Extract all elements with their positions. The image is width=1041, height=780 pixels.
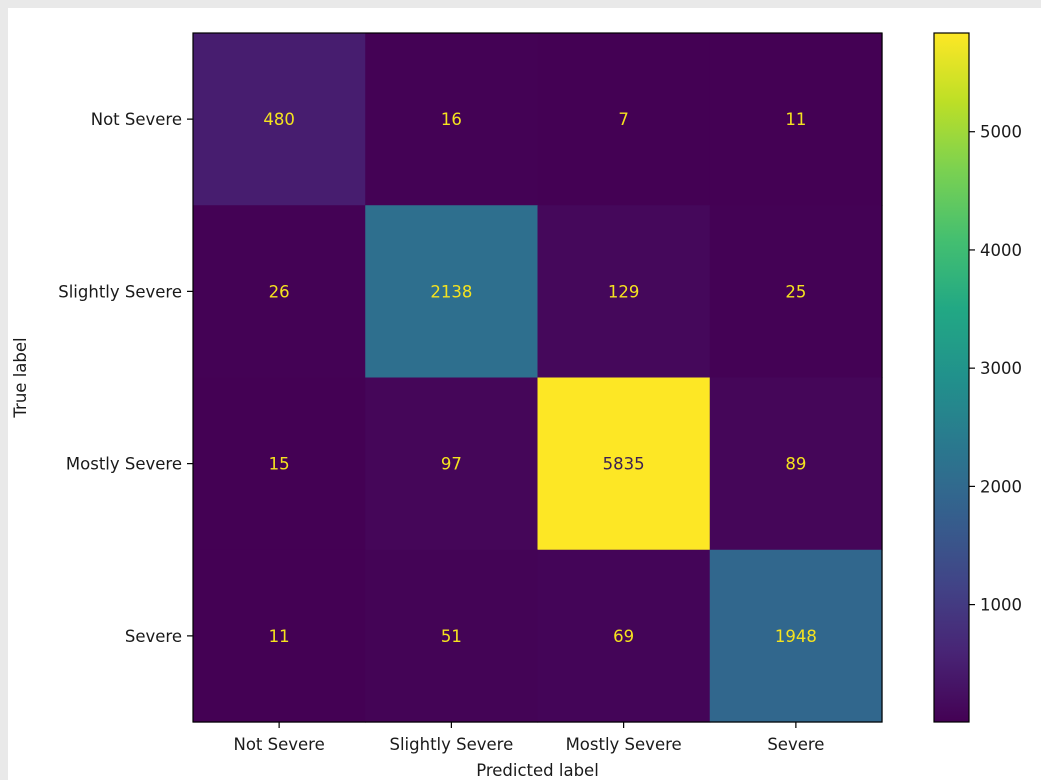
y-tick-label-1: Slightly Severe bbox=[58, 282, 182, 301]
heatmap-cell-0-0 bbox=[193, 33, 366, 206]
heatmap-cell-3-0 bbox=[193, 549, 366, 723]
colorbar-tick-label-0: 1000 bbox=[980, 596, 1022, 615]
heatmap-cell-1-1 bbox=[365, 205, 539, 379]
cell-value-1-0: 26 bbox=[269, 282, 290, 301]
heatmap-cell-2-0 bbox=[193, 377, 366, 551]
colorbar bbox=[933, 32, 970, 723]
heatmap-cell-1-3 bbox=[709, 205, 883, 379]
heatmap-cell-2-3 bbox=[709, 377, 883, 551]
heatmap-cell-3-3 bbox=[709, 549, 883, 723]
cell-value-3-1: 51 bbox=[441, 627, 462, 646]
heatmap-cell-1-2 bbox=[537, 205, 711, 379]
x-axis-label: Predicted label bbox=[476, 761, 599, 780]
y-tick-label-2: Mostly Severe bbox=[66, 455, 182, 474]
colorbar-ticks: 1000 2000 3000 4000 5000 bbox=[969, 123, 1022, 615]
heatmap-cell-0-3 bbox=[709, 33, 883, 206]
cell-value-3-3: 1948 bbox=[775, 627, 817, 646]
cell-value-0-0: 480 bbox=[263, 110, 295, 129]
heatmap-cell-3-1 bbox=[365, 549, 539, 723]
cell-value-0-1: 16 bbox=[441, 110, 462, 129]
heatmap-cell-0-2 bbox=[537, 33, 711, 206]
colorbar-tick-label-1: 2000 bbox=[980, 477, 1022, 496]
cell-value-1-1: 2138 bbox=[430, 282, 472, 301]
cell-value-2-2: 5835 bbox=[603, 455, 645, 474]
cell-value-2-0: 15 bbox=[269, 455, 290, 474]
x-tick-label-3: Severe bbox=[767, 735, 824, 754]
cell-value-0-3: 11 bbox=[785, 110, 806, 129]
colorbar-tick-label-2: 3000 bbox=[980, 359, 1022, 378]
plot-frame bbox=[192, 32, 883, 723]
x-tick-label-1: Slightly Severe bbox=[390, 735, 514, 754]
heatmap-cell-2-2 bbox=[537, 377, 711, 551]
cell-value-0-2: 7 bbox=[618, 110, 629, 129]
cell-value-labels: 480 16 7 11 26 2138 129 25 15 97 5835 89 11 51 69 1948 bbox=[263, 110, 817, 646]
y-axis-label: True label bbox=[11, 337, 30, 418]
heatmap-cell-1-0 bbox=[193, 205, 366, 379]
cell-value-1-2: 129 bbox=[608, 282, 640, 301]
colorbar-tick-label-4: 5000 bbox=[980, 123, 1022, 142]
colorbar-tick-label-3: 4000 bbox=[980, 241, 1022, 260]
heatmap-cell-3-2 bbox=[537, 549, 711, 723]
cell-value-3-2: 69 bbox=[613, 627, 634, 646]
y-axis-ticks: Not Severe Slightly Severe Mostly Severe Se… bbox=[58, 110, 193, 646]
heatmap-cells bbox=[193, 33, 883, 723]
x-axis-ticks: Not Severe Slightly Severe Mostly Severe Se… bbox=[233, 722, 824, 754]
cell-value-3-0: 11 bbox=[269, 627, 290, 646]
heatmap-cell-0-1 bbox=[365, 33, 539, 206]
cell-value-2-1: 97 bbox=[441, 455, 462, 474]
x-tick-label-0: Not Severe bbox=[233, 735, 324, 754]
heatmap-cell-2-1 bbox=[365, 377, 539, 551]
x-tick-label-2: Mostly Severe bbox=[566, 735, 682, 754]
y-tick-label-0: Not Severe bbox=[91, 110, 182, 129]
cell-value-1-3: 25 bbox=[785, 282, 806, 301]
y-tick-label-3: Severe bbox=[125, 627, 182, 646]
cell-value-2-3: 89 bbox=[785, 455, 806, 474]
